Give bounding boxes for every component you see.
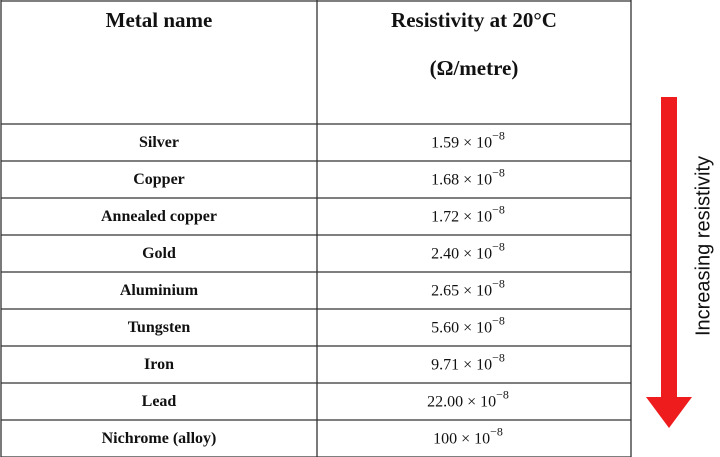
resistivity: 22.00 × 10−8: [427, 387, 509, 410]
resistivity: 9.71 × 10−8: [431, 350, 505, 373]
resistivity: 1.68 × 10−8: [431, 165, 505, 188]
metal-name: Gold: [142, 245, 176, 262]
arrow-label: Increasing resistivity: [692, 156, 714, 336]
resistivity-exponent: −8: [492, 239, 505, 253]
resistivity-mantissa: 100 × 10: [433, 430, 490, 447]
resistivity: 2.40 × 10−8: [431, 239, 505, 262]
resistivity-mantissa: 1.59 × 10: [431, 134, 492, 151]
metal-name: Iron: [144, 356, 174, 373]
resistivity: 1.72 × 10−8: [431, 202, 505, 225]
resistivity-exponent: −8: [492, 128, 505, 142]
metal-name: Annealed copper: [101, 208, 217, 225]
resistivity: 100 × 10−8: [433, 424, 503, 447]
resistivity-exponent: −8: [496, 387, 509, 401]
metal-name: Silver: [139, 134, 179, 151]
resistivity-mantissa: 1.68 × 10: [431, 171, 492, 188]
resistivity: 5.60 × 10−8: [431, 313, 505, 336]
metal-name: Copper: [133, 171, 185, 188]
arrow-shaft: [661, 97, 677, 397]
metal-name: Lead: [142, 393, 177, 410]
resistivity-exponent: −8: [492, 313, 505, 327]
metal-name: Nichrome (alloy): [102, 430, 217, 447]
metal-name: Aluminium: [120, 282, 199, 299]
resistivity-mantissa: 1.72 × 10: [431, 208, 492, 225]
resistivity: 1.59 × 10−8: [431, 128, 505, 151]
resistivity-mantissa: 5.60 × 10: [431, 319, 492, 336]
resistivity-mantissa: 2.65 × 10: [431, 282, 492, 299]
resistivity-mantissa: 2.40 × 10: [431, 245, 492, 262]
column-header: Resistivity at 20°C: [391, 8, 557, 32]
resistivity: 2.65 × 10−8: [431, 276, 505, 299]
resistivity-exponent: −8: [492, 202, 505, 216]
column-header-unit: (Ω/metre): [430, 56, 519, 80]
resistivity-exponent: −8: [492, 165, 505, 179]
metal-name: Tungsten: [128, 319, 191, 336]
resistivity-mantissa: 9.71 × 10: [431, 356, 492, 373]
resistivity-exponent: −8: [490, 424, 503, 438]
resistivity-exponent: −8: [492, 276, 505, 290]
column-header: Metal name: [106, 8, 213, 32]
resistivity-exponent: −8: [492, 350, 505, 364]
arrow-head: [646, 397, 692, 428]
resistivity-mantissa: 22.00 × 10: [427, 393, 496, 410]
